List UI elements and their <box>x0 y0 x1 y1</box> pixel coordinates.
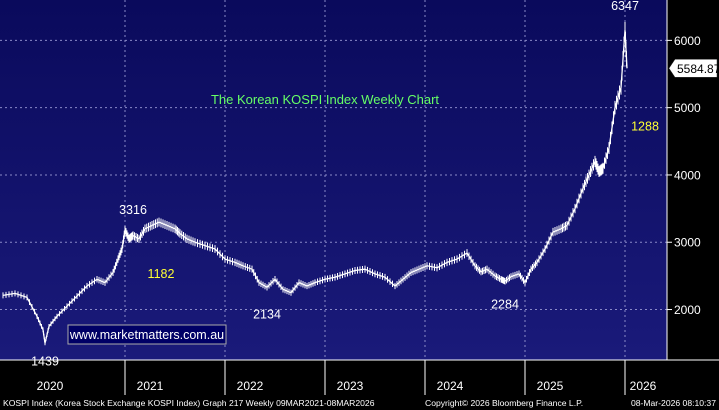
watermark-box <box>67 324 227 345</box>
plot-area-background <box>0 0 667 360</box>
annotation-label: 6347 <box>611 0 639 13</box>
annotation-label: 1182 <box>148 267 175 281</box>
last-price-box <box>668 59 718 78</box>
annotation-label: 1439 <box>31 354 59 368</box>
footer-center: Copyright© 2026 Bloomberg Finance L.P. <box>425 398 583 408</box>
y-tick-label: 3000 <box>674 236 701 250</box>
x-tick-label: 2024 <box>437 379 464 393</box>
x-tick-label: 2020 <box>37 379 64 393</box>
x-tick-label: 2021 <box>137 379 164 393</box>
x-tick-label: 2025 <box>537 379 564 393</box>
y-tick-label: 2000 <box>674 303 701 317</box>
x-tick-label: 2022 <box>237 379 264 393</box>
chart-title: The Korean KOSPI Index Weekly Chart <box>211 92 439 107</box>
footer-left: KOSPI Index (Korea Stock Exchange KOSPI … <box>3 398 375 408</box>
annotation-label: 2284 <box>491 297 519 311</box>
annotation-label: 3316 <box>119 203 147 217</box>
footer-right: 08-Mar-2026 08:10:37 <box>631 398 716 408</box>
x-axis-background <box>0 360 719 395</box>
y-axis: 2000 3000 4000 5000 6000 <box>666 0 701 360</box>
watermark-text[interactable]: www.marketmatters.com.au <box>69 328 224 342</box>
y-tick-label: 6000 <box>674 34 701 48</box>
annotations: 6347 3316 2134 2284 1439 1182 1288 <box>31 0 659 368</box>
x-tick-label: 2023 <box>337 379 364 393</box>
last-price-label: 5584.87 <box>677 62 719 76</box>
annotation-label: 1288 <box>631 120 659 134</box>
x-tick-label: 2026 <box>630 379 657 393</box>
last-price-marker: 5584.87 <box>668 59 719 78</box>
series-layer <box>2 22 628 346</box>
annotation-label: 2134 <box>253 308 281 322</box>
vertical-gridlines <box>124 0 626 360</box>
x-axis: 2020 2021 2022 2023 2024 2025 2026 <box>0 359 719 395</box>
horizontal-gridlines <box>0 39 667 311</box>
y-tick-label: 4000 <box>674 168 701 182</box>
y-tick-label: 5000 <box>674 101 701 115</box>
footer-background <box>0 395 719 410</box>
